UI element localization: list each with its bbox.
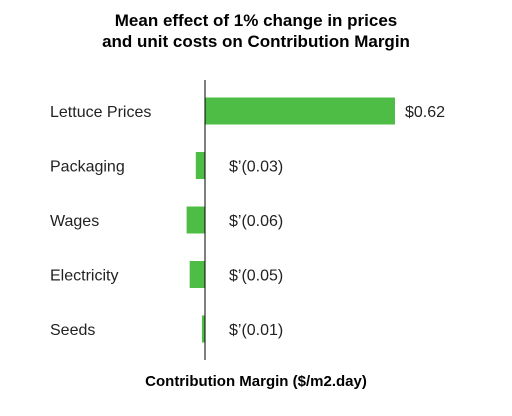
bar-electricity: [189, 261, 205, 288]
x-axis-label: Contribution Margin ($/m2.day): [145, 373, 367, 390]
value-label-electricity: $’(0.05): [229, 268, 283, 285]
bar-lettuce-prices: [205, 97, 395, 125]
chart-title: Mean effect of 1% change in prices and u…: [0, 10, 512, 52]
category-label-wages: Wages: [50, 213, 99, 230]
category-label-seeds: Seeds: [50, 322, 95, 339]
chart-title-line-1: Mean effect of 1% change in prices: [114, 11, 398, 30]
category-label-packaging: Packaging: [50, 159, 125, 176]
value-label-wages: $’(0.06): [229, 213, 283, 230]
category-label-electricity: Electricity: [50, 268, 118, 285]
bar-seeds: [201, 315, 205, 343]
value-label-packaging: $’(0.03): [229, 159, 283, 176]
bar-wages: [186, 206, 205, 234]
bar-packaging: [195, 152, 205, 179]
chart-title-line-2: and unit costs on Contribution Margin: [102, 32, 410, 51]
category-label-lettuce-prices: Lettuce Prices: [50, 104, 151, 121]
value-label-seeds: $’(0.01): [229, 322, 283, 339]
value-label-lettuce-prices: $0.62: [405, 104, 445, 121]
